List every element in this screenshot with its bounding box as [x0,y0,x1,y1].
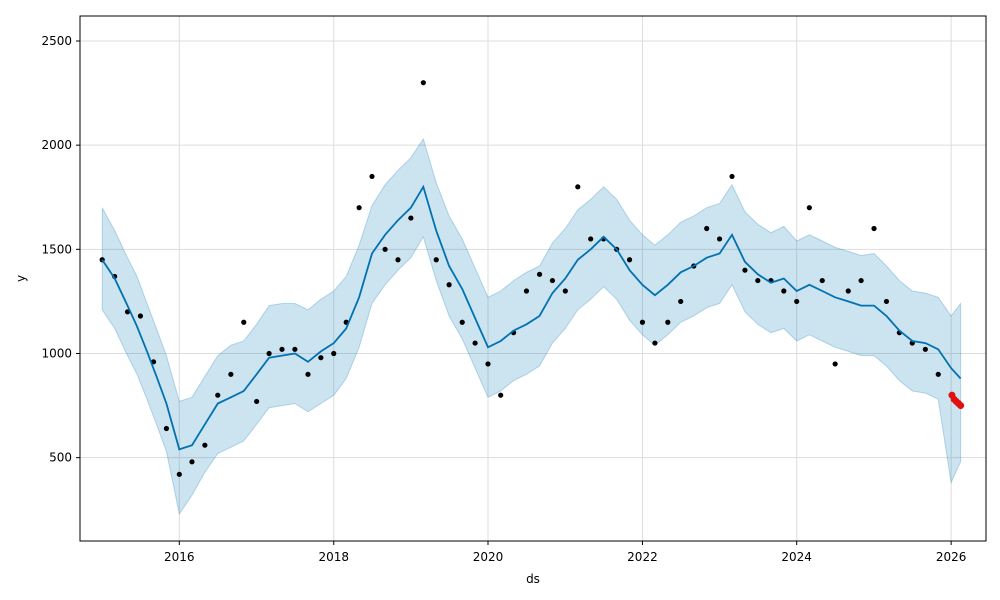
observed-point [871,225,877,232]
observed-point [536,271,543,277]
observed-points-layer [99,80,954,477]
observed-point [523,288,530,294]
observed-point [716,236,723,242]
observed-point [755,277,761,284]
observed-point [742,267,748,273]
x-tick-label: 2022 [627,550,658,564]
observed-point [176,471,182,477]
forecast-point [957,402,965,410]
observed-point [189,459,195,465]
observed-point [382,246,388,252]
plot-area-frame [79,15,987,542]
observed-point [549,277,556,284]
observed-point [215,392,221,398]
x-tick-label: 2018 [318,550,349,564]
y-tick-label: 1000 [41,347,72,361]
observed-point [858,277,864,284]
observed-point [408,215,414,221]
observed-point [781,288,787,294]
uncertainty-band [101,137,962,516]
x-axis-label: ds [526,572,540,586]
observed-point [241,319,247,325]
observed-point [292,346,298,352]
observed-point [922,346,928,352]
observed-point [575,184,581,190]
y-axis-label: y [14,275,28,282]
x-tick-label: 2016 [164,550,195,564]
observed-point [626,257,633,263]
observed-point [305,371,311,377]
observed-point [588,236,594,242]
y-tick-label: 2500 [41,34,72,48]
x-tick-label: 2024 [781,550,812,564]
observed-point [562,288,568,294]
observed-point [806,205,812,211]
observed-point [729,173,735,180]
observed-point [395,257,401,263]
observed-point [704,225,710,232]
observed-point [485,361,491,367]
observed-point [202,442,208,448]
observed-point [832,361,838,367]
observed-point [254,398,260,405]
observed-point [459,319,465,325]
observed-point [137,313,144,319]
observed-point [433,257,439,263]
x-tick-label: 2026 [936,550,967,564]
observed-point [228,371,234,377]
observed-point [369,173,375,180]
observed-point [652,340,658,346]
y-tick-label: 2000 [41,138,72,152]
observed-point [420,80,426,86]
observed-point [665,319,671,325]
observed-point [678,298,684,305]
y-tick-label: 500 [49,451,72,465]
observed-point [845,288,851,294]
observed-point [935,371,941,377]
forecast-line-layer [101,184,962,451]
forecast-points-layer [948,391,965,410]
observed-point [266,350,272,357]
observed-point [794,298,800,305]
uncertainty-band-layer [101,137,962,516]
forecast-line [101,184,962,451]
x-tick-label: 2020 [473,550,504,564]
y-tick-label: 1500 [41,242,72,256]
observed-point [356,205,362,211]
observed-point [446,282,452,288]
observed-point [163,425,170,432]
observed-point [279,346,285,352]
observed-point [819,277,825,284]
observed-point [498,392,504,398]
observed-point [331,350,337,357]
observed-point [639,319,646,325]
grid [80,16,986,541]
observed-point [318,355,324,361]
axis-ticks: 2016 2018 2020 2022 2024 2026 500 1000 1500 2000 2… [41,34,966,564]
observed-point [883,298,890,305]
observed-point [472,340,478,346]
